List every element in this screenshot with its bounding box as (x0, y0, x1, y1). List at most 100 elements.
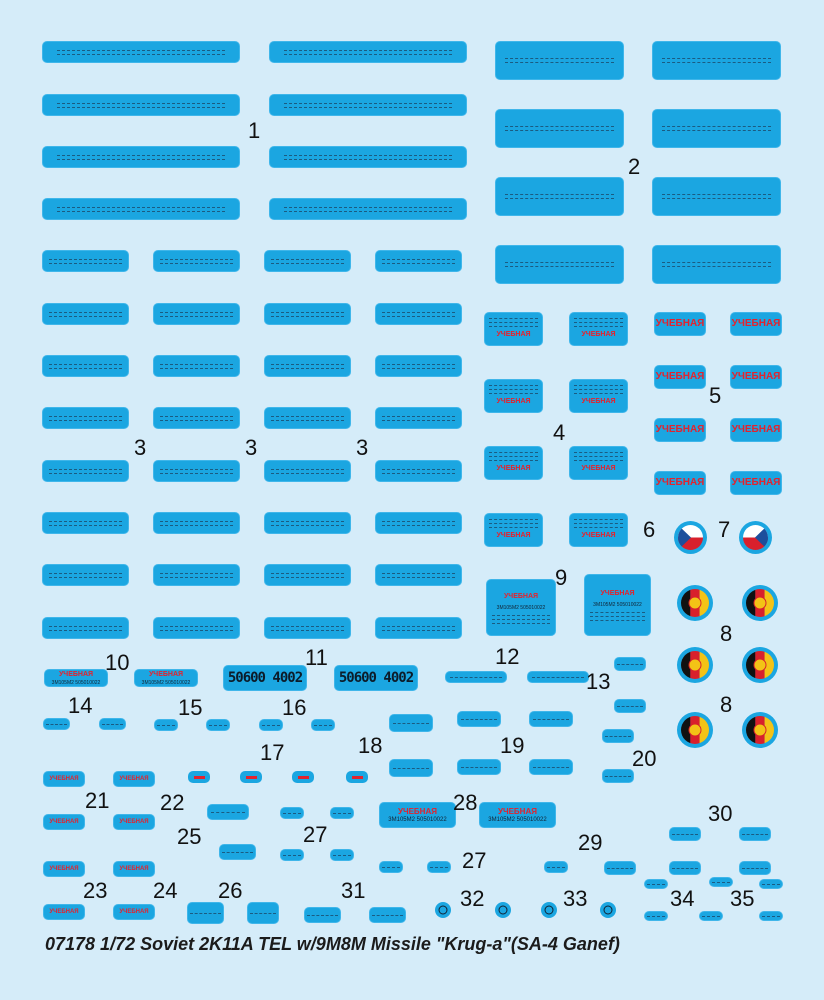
stencil-text-line (48, 262, 123, 264)
stencil-decal (265, 513, 350, 533)
stencil-decal (653, 178, 780, 215)
stencil-decal (265, 251, 350, 271)
gdr-emblem-icon (746, 589, 774, 617)
small-stencil-decal (760, 912, 782, 920)
stencil-text-line (381, 520, 456, 522)
stencil-text-line (672, 833, 698, 835)
decal-number-29: 29 (578, 830, 603, 855)
round-emblem-decal (541, 902, 557, 918)
small-stencil-decal (155, 720, 177, 730)
small-stencil-decal (331, 808, 353, 818)
data-table-decal: УЧЕБНАЯ (485, 313, 542, 345)
small-stencil-decal (670, 862, 700, 874)
stencil-text-line (488, 393, 538, 394)
stencil-text-line (283, 106, 453, 108)
training-label: УЧЕБНАЯ (49, 909, 79, 915)
serial-label: 3M105M2 505010022 (51, 679, 101, 686)
decal-number-3: 3 (245, 435, 258, 460)
stencil-text-line (429, 866, 449, 868)
training-label: УЧЕБНАЯ (58, 670, 94, 678)
stencil-decal (43, 251, 128, 271)
training-label: УЧЕБНАЯ (655, 318, 705, 329)
small-stencil-decal (281, 850, 303, 860)
training-label: УЧЕБНАЯ (148, 670, 184, 678)
data-table-decal: УЧЕБНАЯ (570, 380, 627, 412)
czech-flag (678, 525, 703, 550)
small-stencil-decal (220, 845, 255, 859)
stencil-text-line (307, 914, 338, 916)
stencil-decal (270, 42, 466, 62)
small-stencil-decal (458, 712, 500, 726)
stencil-text-line (573, 385, 623, 386)
stencil-text-line (661, 62, 772, 63)
small-stencil-decal (428, 862, 450, 872)
small-stencil-decal (670, 828, 700, 840)
stencil-decal (376, 618, 461, 638)
training-label: УЧЕБНАЯ (496, 532, 531, 539)
stencil-text-line (159, 629, 234, 631)
stencil-decal (653, 110, 780, 147)
stencil-decal (154, 565, 239, 585)
stencil-text-line (270, 363, 345, 365)
stencil-text-line (56, 206, 226, 208)
stencil-text-line (48, 419, 123, 421)
training-label: УЧЕБНАЯ (49, 776, 79, 782)
stencil-text-line (261, 724, 281, 726)
decal-number-8: 8 (720, 621, 733, 646)
training-label: УЧЕБНАЯ (119, 776, 149, 782)
stencil-text-line (488, 523, 538, 524)
stencil-text-line (573, 527, 623, 528)
stencil-text-line (101, 723, 124, 725)
training-label: УЧЕБНАЯ (731, 318, 781, 329)
stencil-text-line (488, 326, 538, 327)
gdr-flag (746, 589, 774, 617)
stencil-text-line (270, 315, 345, 317)
stencil-text-line (573, 318, 623, 319)
small-stencil-decal (528, 672, 588, 682)
plate-line (589, 612, 646, 613)
plate-line (589, 616, 646, 617)
small-stencil-decal (446, 672, 506, 682)
data-table-decal: УЧЕБНАЯ (570, 514, 627, 546)
stencil-decal (154, 304, 239, 324)
stencil-text-line (573, 326, 623, 327)
stencil-text-line (48, 472, 123, 474)
stencil-text-line (381, 572, 456, 574)
small-stencil-decal (44, 719, 69, 729)
stencil-text-line (332, 854, 352, 856)
training-label: УЧЕБНАЯ (496, 398, 531, 405)
stencil-text-line (159, 520, 234, 522)
stencil-text-line (48, 625, 123, 627)
stencil-decal (376, 304, 461, 324)
stencil-text-line (381, 625, 456, 627)
small-stencil-decal (370, 908, 405, 922)
stencil-text-line (159, 419, 234, 421)
small-stencil-decal (390, 760, 432, 776)
stencil-decal (496, 178, 623, 215)
stencil-text-line (488, 322, 538, 323)
stencil-text-line (607, 867, 633, 869)
training-decal: УЧЕБНАЯ (44, 862, 84, 876)
stencil-text-line (504, 198, 615, 199)
small-stencil-decal (380, 862, 402, 872)
stencil-text-line (488, 318, 538, 319)
stencil-text-line (605, 775, 631, 777)
decal-number-28: 28 (453, 790, 478, 815)
stencil-text-line (488, 385, 538, 386)
decal-number-24: 24 (153, 878, 178, 903)
stencil-decal (265, 356, 350, 376)
stencil-text-line (283, 210, 453, 212)
stencil-text-line (45, 723, 68, 725)
stencil-text-line (381, 419, 456, 421)
training-label: УЧЕБНАЯ (49, 819, 79, 825)
stencil-decal (43, 565, 128, 585)
small-stencil-decal (645, 912, 667, 920)
stencil-decal (43, 304, 128, 324)
decal-number-23: 23 (83, 878, 108, 903)
stencil-decal (43, 356, 128, 376)
decal-number-26: 26 (218, 878, 243, 903)
stencil-text-line (159, 367, 234, 369)
stencil-decal (270, 199, 466, 219)
stencil-decal (43, 199, 239, 219)
red-stripe-decal (188, 771, 210, 783)
